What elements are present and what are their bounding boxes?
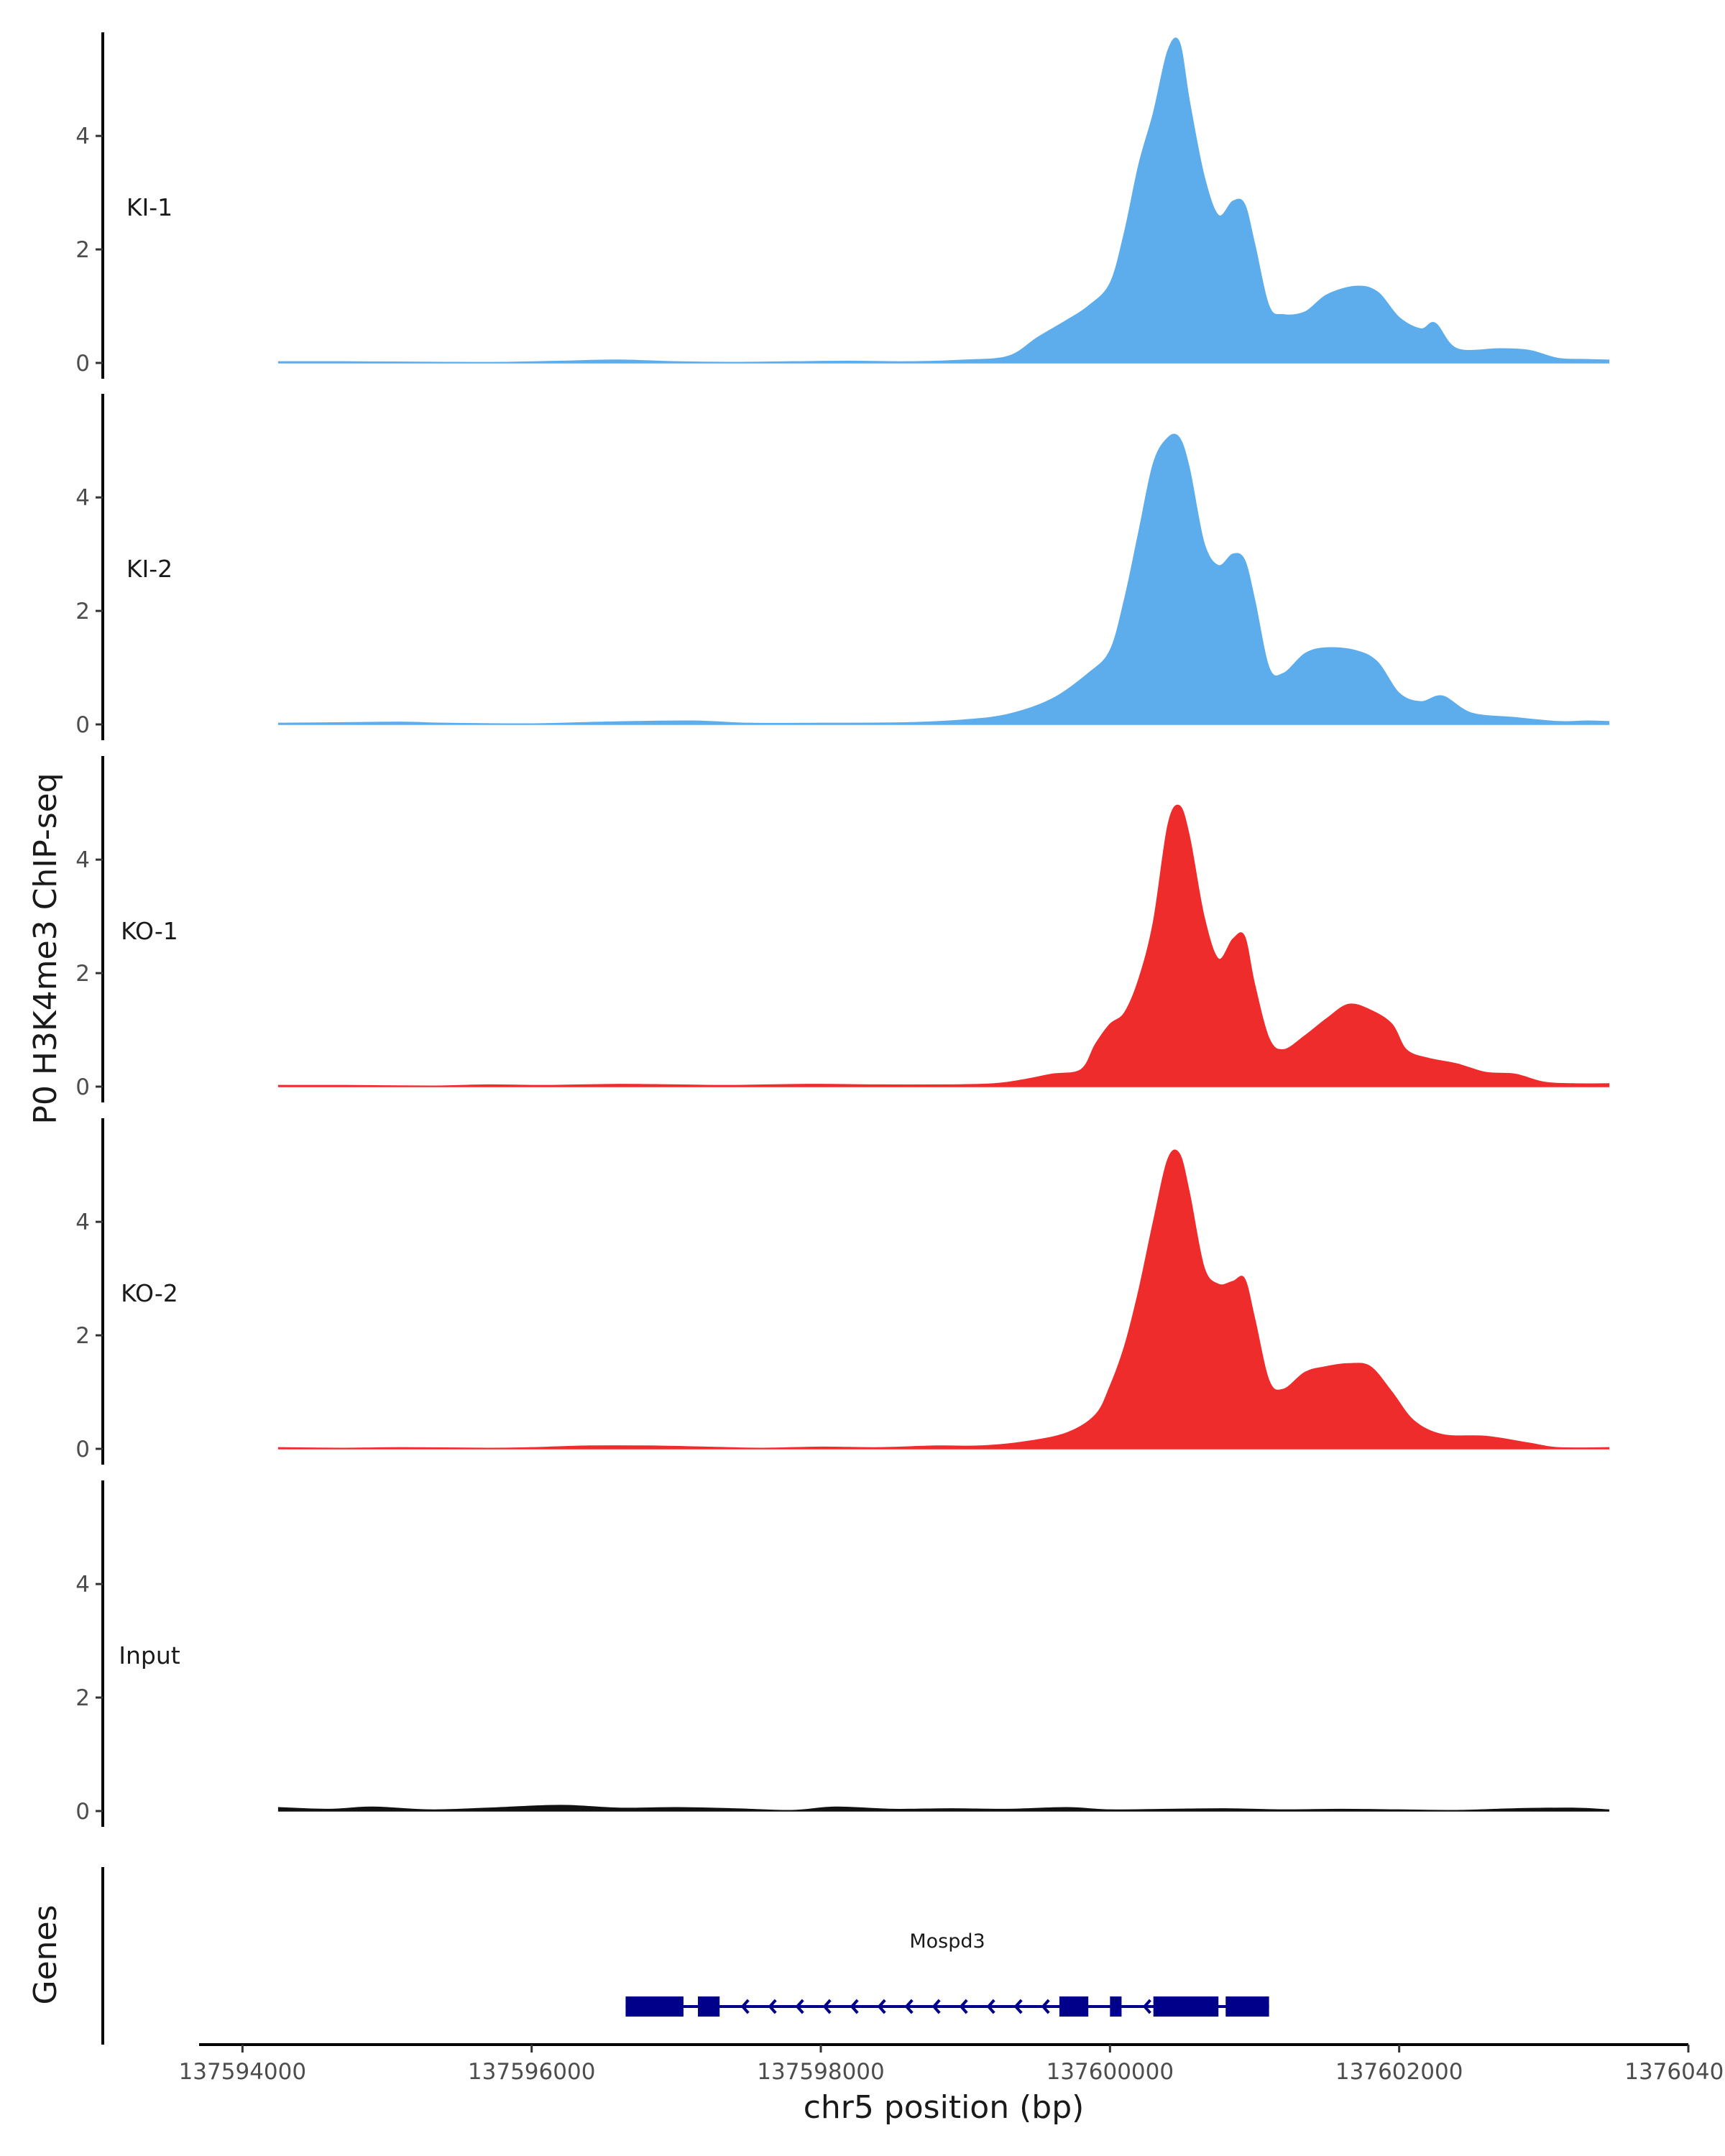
y-axis-title: P0 H3K4me3 ChIP-seq xyxy=(27,773,64,1124)
strand-arrow xyxy=(822,1999,832,2014)
y-tick-label: 0 xyxy=(75,351,90,377)
y-tick-label: 0 xyxy=(75,1074,90,1100)
x-tick-label: 137602000 xyxy=(1335,2059,1463,2085)
y-tick-label: 4 xyxy=(75,485,90,511)
signal-area-input xyxy=(277,1805,1610,1812)
strand-arrow xyxy=(795,1999,804,2014)
x-axis-title: chr5 position (bp) xyxy=(804,2089,1085,2126)
y-tick-label: 4 xyxy=(75,847,90,873)
track-ki-1: 0 2 4 KI-1 xyxy=(75,32,1610,379)
y-tick-label: 2 xyxy=(75,237,90,263)
track-ki-2: 0 2 4 KI-2 xyxy=(75,394,1610,740)
strand-arrow xyxy=(1013,1999,1023,2014)
track-label: KI-2 xyxy=(126,555,172,583)
strand-arrow xyxy=(877,1999,886,2014)
y-tick-label: 2 xyxy=(75,961,90,987)
track-label: Input xyxy=(119,1641,180,1669)
signal-area-ki-2 xyxy=(277,433,1610,725)
strand-arrow xyxy=(768,1999,777,2014)
strand-arrow xyxy=(986,1999,995,2014)
track-input: 0 2 4 Input xyxy=(75,1480,1610,1827)
gene-exon xyxy=(698,1996,720,2017)
x-tick-label: 137600000 xyxy=(1046,2059,1174,2085)
x-axis: chr5 position (bp) 137594000 137596000 137… xyxy=(179,2043,1725,2126)
x-tick-label: 137594000 xyxy=(179,2059,307,2085)
strand-arrow xyxy=(959,1999,968,2014)
y-tick-label: 4 xyxy=(75,1210,90,1235)
gene-exon xyxy=(1153,1996,1219,2017)
y-tick-label: 2 xyxy=(75,1685,90,1711)
signal-area-ko-1 xyxy=(277,804,1610,1087)
strand-arrow xyxy=(1041,1999,1050,2014)
gene-name-label: Mospd3 xyxy=(909,1930,985,1953)
gene-exon xyxy=(1059,1996,1089,2017)
y-tick-label: 0 xyxy=(75,1799,90,1825)
y-tick-label: 2 xyxy=(75,599,90,625)
track-ko-1: 0 2 4 KO-1 xyxy=(75,756,1610,1102)
signal-area-ki-1 xyxy=(277,37,1610,364)
x-tick-label: 137604000 xyxy=(1624,2059,1725,2085)
track-label: KO-2 xyxy=(121,1279,178,1307)
gene-exon xyxy=(1225,1996,1269,2017)
strand-arrow xyxy=(1142,1999,1151,2014)
y-tick-label: 0 xyxy=(75,1437,90,1462)
gene-track: Genes Mospd3 xyxy=(27,1867,1269,2045)
y-tick-label: 2 xyxy=(75,1323,90,1349)
y-tick-label: 4 xyxy=(75,1572,90,1598)
gene-exon xyxy=(1110,1996,1122,2017)
signal-tracks: 0 2 4 KI-1 0 2 4 KI-2 0 2 4 KO-1 0 2 4 KO-2 0 2 4 Input xyxy=(75,32,1610,1827)
gene-track-label: Genes xyxy=(27,1904,64,2004)
track-label: KI-1 xyxy=(126,193,172,221)
strand-arrow xyxy=(850,1999,859,2014)
y-tick-label: 4 xyxy=(75,124,90,149)
track-label: KO-1 xyxy=(121,917,178,945)
signal-area-ko-2 xyxy=(277,1149,1610,1450)
strand-arrow xyxy=(904,1999,914,2014)
strand-arrow xyxy=(740,1999,750,2014)
x-tick-label: 137596000 xyxy=(468,2059,596,2085)
strand-arrow xyxy=(932,1999,941,2014)
gene-exon xyxy=(625,1996,684,2017)
track-ko-2: 0 2 4 KO-2 xyxy=(75,1118,1610,1465)
y-tick-label: 0 xyxy=(75,712,90,738)
x-tick-label: 137598000 xyxy=(757,2059,885,2085)
